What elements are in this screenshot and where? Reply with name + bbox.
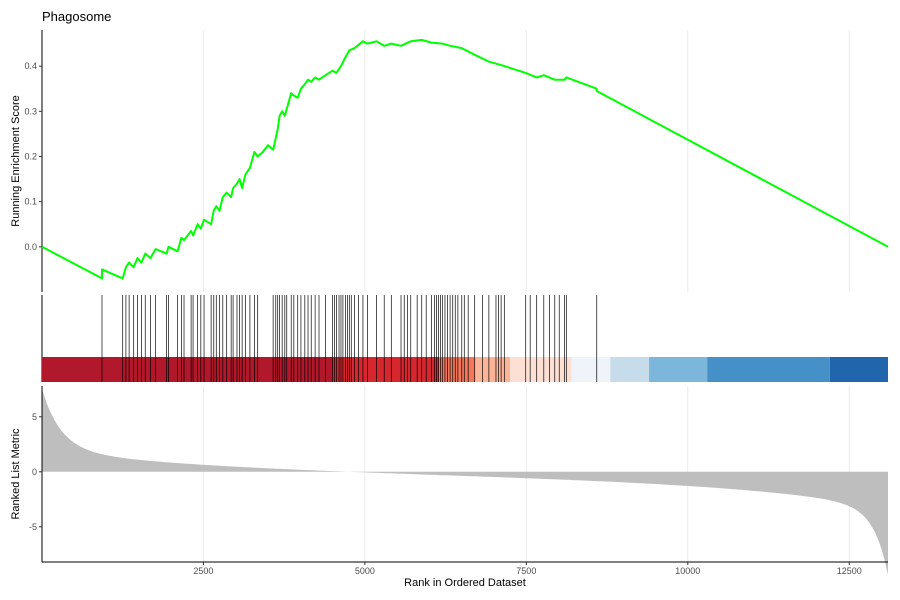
gene-hits-panel bbox=[41, 295, 888, 382]
x-tick-label: 2500 bbox=[193, 566, 213, 576]
heatmap-segment bbox=[474, 357, 511, 382]
x-tick-label: 7500 bbox=[516, 566, 536, 576]
x-tick-label: 10000 bbox=[675, 566, 700, 576]
heatmap-segment bbox=[829, 357, 888, 382]
chart-title: Phagosome bbox=[42, 9, 111, 24]
heatmap-segment bbox=[510, 357, 572, 382]
enrichment-y-tick-label: 0.4 bbox=[24, 61, 37, 71]
enrichment-y-ticks: 0.0 0.1 0.2 0.3 0.4 bbox=[24, 61, 42, 252]
heatmap-segment bbox=[332, 357, 440, 382]
ranked-metric-y-tick-label: -5 bbox=[29, 522, 37, 532]
enrichment-y-tick-label: 0.3 bbox=[24, 106, 37, 116]
ranked-metric-y-ticks: -5 0 5 bbox=[29, 412, 42, 532]
heatmap-segment bbox=[707, 357, 830, 382]
x-tick-label: 12500 bbox=[837, 566, 862, 576]
ranked-metric-y-axis-title: Ranked List Metric bbox=[10, 428, 22, 520]
enrichment-score-line bbox=[41, 38, 889, 280]
x-axis-ticks: 2500 5000 7500 10000 12500 bbox=[193, 562, 862, 576]
ranked-metric-y-tick-label: 0 bbox=[32, 467, 37, 477]
enrichment-score-panel: 0.0 0.1 0.2 0.3 0.4 Running Enrichment Score bbox=[10, 30, 889, 292]
heatmap-segment bbox=[610, 357, 650, 382]
ranked-metric-y-tick-label: 5 bbox=[32, 412, 37, 422]
enrichment-y-axis-title: Running Enrichment Score bbox=[10, 95, 22, 226]
gene-hit-markers bbox=[101, 295, 598, 382]
enrichment-grid bbox=[202, 30, 850, 292]
ranked-metric-area bbox=[42, 389, 888, 575]
heatmap-segment bbox=[42, 357, 333, 382]
x-axis-title: Rank in Ordered Dataset bbox=[404, 577, 526, 589]
enrichment-y-tick-label: 0.1 bbox=[24, 197, 37, 207]
x-tick-label: 5000 bbox=[355, 566, 375, 576]
heatmap-segment bbox=[571, 357, 611, 382]
enrichment-y-tick-label: 0.2 bbox=[24, 151, 37, 161]
heatmap-segment bbox=[439, 357, 475, 382]
ranked-metric-panel: -5 0 5 2500 5000 7500 10000 12500 Ranked List … bbox=[10, 386, 888, 589]
enrichment-y-tick-label: 0.0 bbox=[24, 242, 37, 252]
heatmap-segment bbox=[649, 357, 708, 382]
